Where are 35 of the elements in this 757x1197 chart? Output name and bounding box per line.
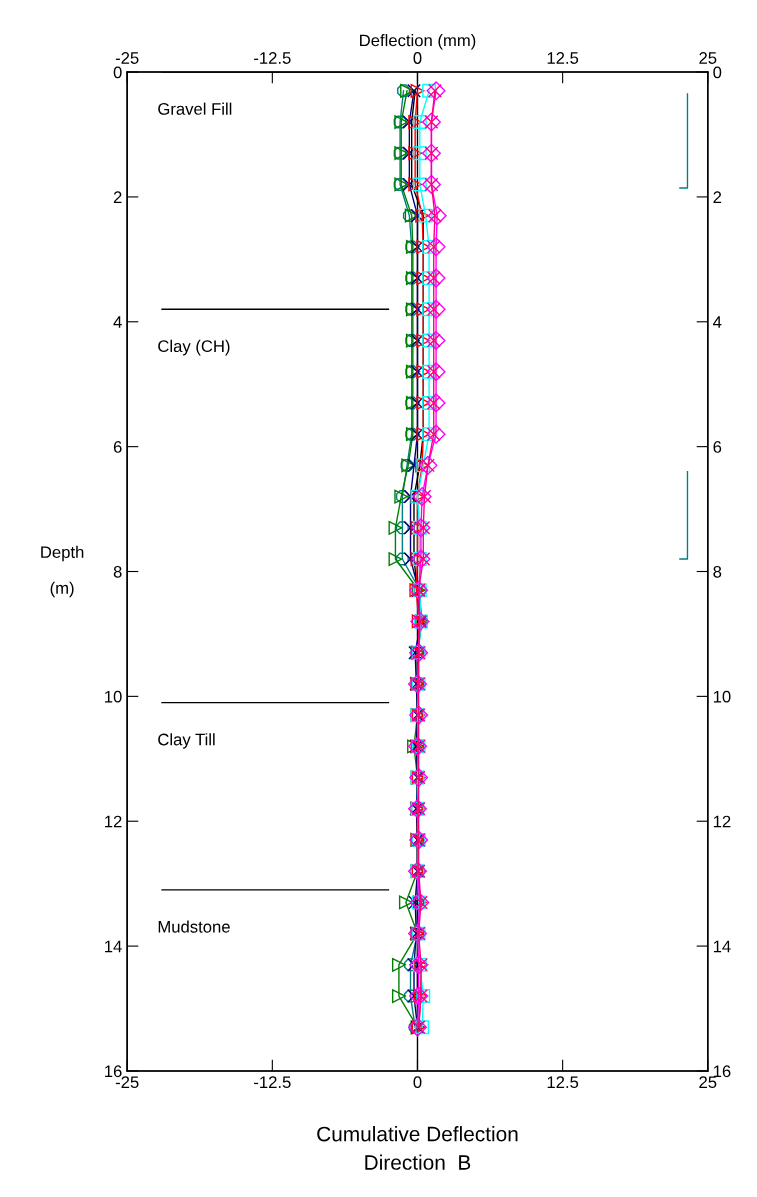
x2-tick-label: 0	[413, 52, 422, 64]
y-tick-label: 6	[113, 441, 122, 453]
y-tick-label: 8	[113, 565, 122, 578]
y-tick-label: 16	[105, 1065, 122, 1078]
x-tick-label: 0	[413, 1076, 422, 1089]
y-tick-label: 2	[113, 191, 122, 203]
y2-tick-label: 6	[713, 441, 722, 453]
x-tick-label: -25	[115, 1076, 139, 1089]
y2-tick-label: 2	[713, 191, 722, 203]
ref-line-label: Gravel Fill	[158, 102, 232, 115]
x-tick-label: 12.5	[547, 1076, 579, 1089]
y-tick-label: 12	[105, 815, 122, 828]
y-tick-label: 0	[113, 66, 122, 79]
y-tick-label: 4	[113, 316, 122, 328]
y2-tick-label: 0	[713, 66, 722, 79]
ref-line-label: Clay (CH)	[158, 339, 230, 356]
y2-tick-label: 16	[713, 1065, 731, 1078]
x2-tick-label: -12.5	[254, 52, 291, 64]
y2-tick-label: 14	[713, 940, 731, 953]
x2-tick-label: -25	[115, 52, 139, 64]
x2-axis-title: Deflection (mm)	[360, 34, 476, 50]
x2-tick-label: 25	[699, 52, 717, 64]
x-tick-label: -12.5	[254, 1076, 291, 1089]
y2-tick-label: 8	[713, 565, 722, 578]
y-tick-label: 10	[105, 690, 122, 703]
y2-tick-label: 4	[713, 316, 722, 328]
y2-tick-label: 12	[713, 815, 731, 828]
ref-line-label: Mudstone	[158, 920, 230, 933]
x2-tick-label: 12.5	[547, 52, 579, 64]
x-axis-title: Cumulative Deflection Direction B	[317, 1126, 518, 1170]
y-tick-label: 14	[105, 940, 122, 953]
text: Depth (m)	[41, 545, 84, 598]
ref-line-label: Clay Till	[158, 733, 215, 749]
y2-tick-label: 10	[713, 690, 731, 703]
x-tick-label: 25	[699, 1076, 717, 1089]
